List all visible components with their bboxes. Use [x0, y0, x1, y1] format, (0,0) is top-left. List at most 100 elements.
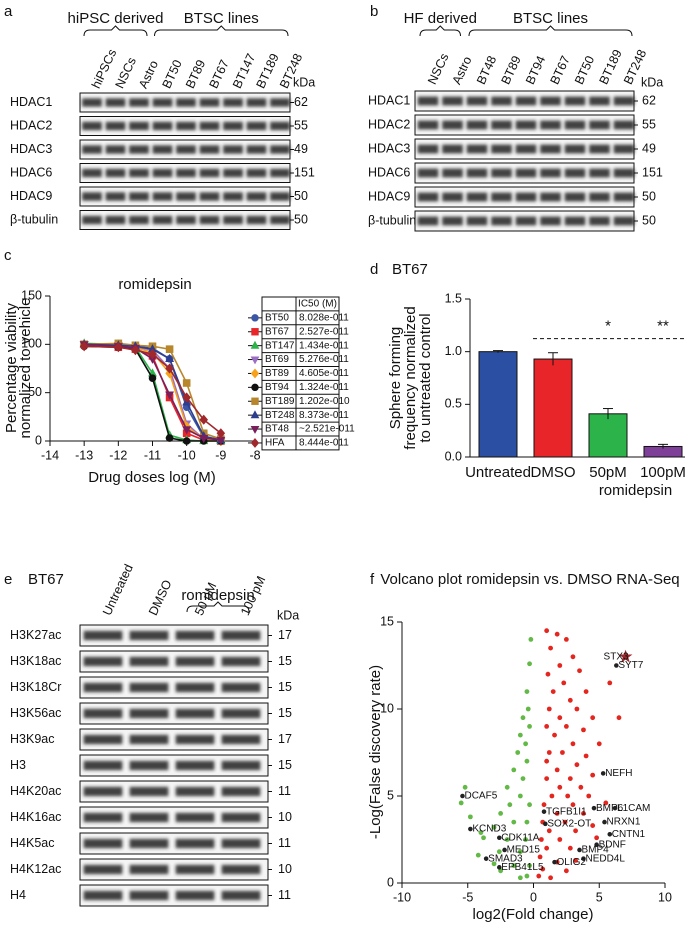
data-point: [517, 732, 523, 738]
bar: [478, 351, 518, 458]
legend-value: 8.444e-011: [299, 438, 349, 449]
gene-point: [612, 805, 618, 811]
x-axis-label: Drug doses log (M): [88, 469, 216, 486]
kda-label: 17: [278, 732, 292, 746]
data-point: [581, 727, 586, 733]
row-label: H3K18ac: [10, 654, 61, 668]
band: [105, 215, 126, 225]
data-point: [590, 823, 596, 828]
data-point: [549, 793, 555, 799]
band: [221, 656, 261, 667]
band: [246, 121, 267, 131]
data-point: [563, 868, 569, 874]
panel-letter: c: [4, 247, 12, 264]
data-point: [546, 828, 552, 834]
legend-value: 5.276e-011: [299, 354, 349, 365]
data-point: [581, 811, 586, 816]
band: [515, 192, 537, 202]
legend-marker: [250, 356, 260, 365]
band: [129, 838, 169, 849]
data-point: [79, 341, 89, 352]
band: [176, 121, 196, 131]
y-tick-label: 10: [380, 701, 394, 715]
band: [221, 630, 261, 641]
row-label: HDAC3: [368, 141, 410, 155]
data-point: [536, 873, 542, 879]
legend-label: BT147: [265, 340, 295, 351]
data-point: [567, 845, 573, 851]
legend-value: 8.028e-011: [299, 312, 349, 323]
row-label: HDAC2: [368, 117, 410, 131]
band: [466, 192, 488, 202]
y-axis-label: to untreated control: [417, 313, 434, 442]
band: [105, 192, 126, 201]
data-point: [590, 715, 596, 721]
kda-header: kDa: [293, 75, 315, 89]
band: [152, 145, 173, 154]
data-point: [511, 863, 517, 868]
data-point: [570, 741, 576, 747]
gene-label: BMP4: [582, 845, 610, 856]
band: [221, 838, 261, 849]
band: [105, 168, 126, 178]
kda-header: kDa: [641, 75, 663, 89]
legend-value: 8.373e-011: [299, 410, 349, 421]
data-point: [199, 434, 209, 444]
band: [129, 786, 169, 797]
band: [129, 734, 169, 745]
band: [176, 145, 196, 154]
y-tick-label: 0: [35, 433, 42, 447]
band: [515, 120, 537, 130]
kda-label: 50: [642, 189, 656, 203]
group-bracket: [468, 25, 633, 37]
gene-point: [552, 859, 557, 865]
band: [466, 144, 488, 154]
band: [417, 168, 439, 178]
band: [83, 890, 123, 901]
band: [589, 168, 610, 178]
data-point: [524, 819, 530, 825]
band: [152, 192, 173, 201]
row-label: HDAC2: [10, 118, 52, 132]
band: [564, 144, 586, 154]
band: [589, 144, 610, 154]
y-tick-label: 5: [387, 788, 394, 802]
data-point: [590, 772, 596, 778]
data-point: [148, 348, 157, 360]
x-tick-label: DMSO: [531, 464, 576, 481]
data-point: [557, 663, 563, 668]
band: [152, 121, 173, 131]
y-tick-label: 50: [28, 385, 42, 399]
band: [221, 682, 261, 693]
gene-label: MED15: [507, 845, 541, 856]
data-point: [520, 776, 526, 781]
band: [442, 192, 463, 202]
band: [152, 98, 173, 107]
band: [105, 98, 126, 107]
data-point: [481, 835, 486, 841]
band: [466, 168, 488, 178]
band: [223, 215, 243, 225]
data-point: [565, 793, 571, 799]
band: [175, 656, 215, 667]
legend-value: 1.202e-010: [299, 396, 350, 407]
band: [221, 812, 261, 823]
band: [564, 216, 586, 226]
legend-value: 4.605e-011: [299, 368, 349, 379]
data-point: [525, 706, 531, 712]
legend-label: BT69: [265, 354, 289, 365]
row-label: HDAC3: [10, 142, 52, 156]
panel-letter: a: [4, 3, 13, 20]
data-point: [596, 741, 602, 747]
row-label: H3K27ac: [10, 628, 61, 642]
band: [417, 192, 439, 202]
gene-label: CDK11A: [501, 832, 539, 843]
gene-point: [591, 805, 597, 811]
data-point: [517, 875, 523, 881]
data-point: [527, 863, 532, 868]
band: [221, 890, 261, 901]
band: [176, 168, 196, 178]
band: [176, 192, 196, 201]
significance-label: **: [657, 318, 669, 335]
data-point: [131, 345, 140, 356]
